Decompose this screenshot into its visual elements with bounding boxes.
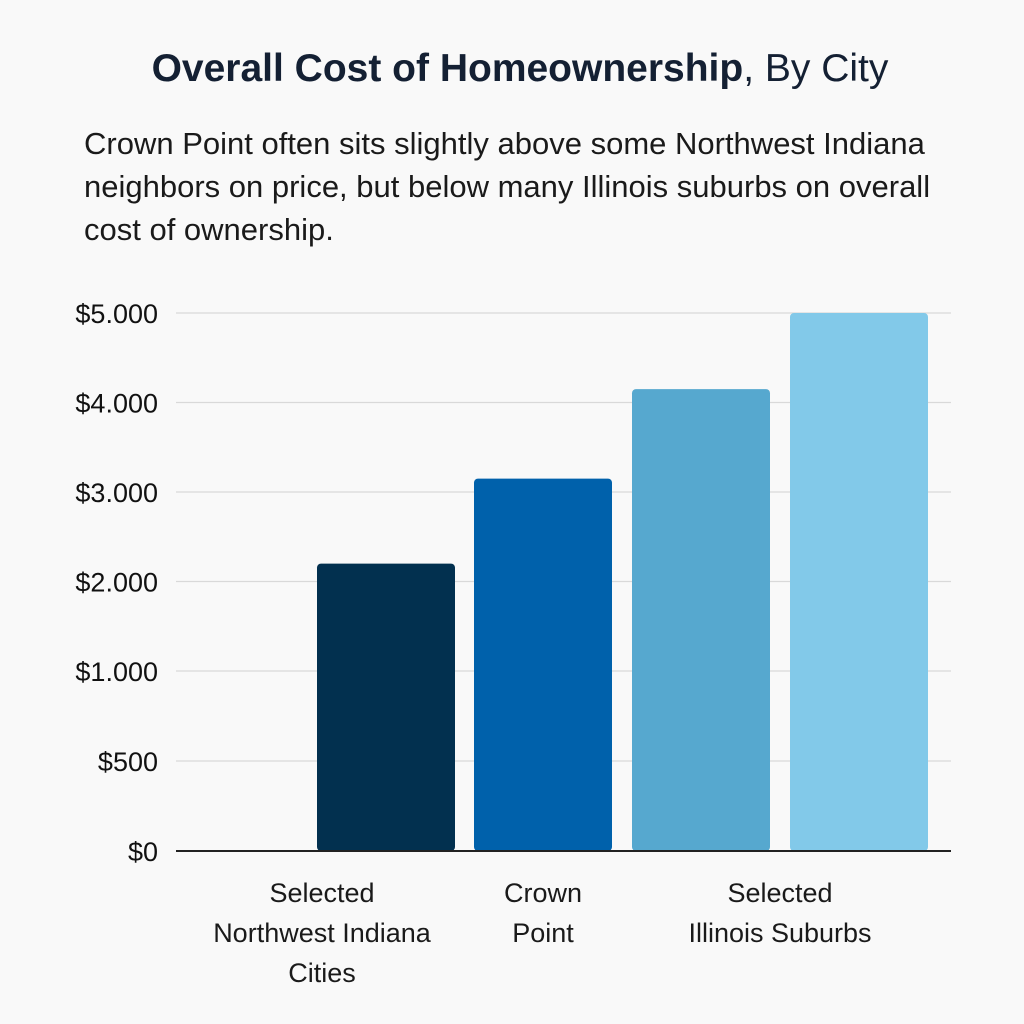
category-labels: Selected Northwest Indiana Cities Crown Poin…	[213, 878, 871, 988]
y-axis-tick-labels: $0 $500 $1.000 $2.000 $3.000 $4.000 $5.000	[75, 299, 158, 867]
y-tick-label: $5.000	[75, 299, 158, 329]
y-tick-label: $500	[98, 747, 158, 777]
y-tick-label: $0	[128, 837, 158, 867]
category-label-line: Northwest Indiana	[213, 918, 432, 948]
chart-title: Overall Cost of Homeownership, By City	[0, 44, 1024, 94]
category-label-line: Illinois Suburbs	[688, 918, 871, 948]
chart-subtitle: Crown Point often sits slightly above so…	[84, 126, 931, 247]
category-label: Selected Northwest Indiana Cities	[213, 878, 432, 988]
bars	[317, 313, 928, 851]
y-tick-label: $1.000	[75, 657, 158, 687]
category-label: Selected Illinois Suburbs	[688, 878, 871, 948]
category-label-line: Crown	[504, 878, 582, 908]
category-label-line: Selected	[727, 878, 832, 908]
y-tick-label: $2.000	[75, 568, 158, 598]
y-tick-label: $3.000	[75, 478, 158, 508]
category-label-line: Point	[512, 918, 574, 948]
bar	[317, 563, 455, 851]
category-label: Crown Point	[504, 878, 582, 948]
category-label-line: Selected	[269, 878, 374, 908]
bar	[632, 389, 770, 851]
chart-title-rest: , By City	[743, 47, 889, 90]
bar	[790, 313, 928, 851]
bar	[474, 478, 612, 851]
y-tick-label: $4.000	[75, 389, 158, 419]
chart-title-main: Overall Cost of Homeownership	[151, 47, 744, 90]
category-label-line: Cities	[288, 958, 356, 988]
